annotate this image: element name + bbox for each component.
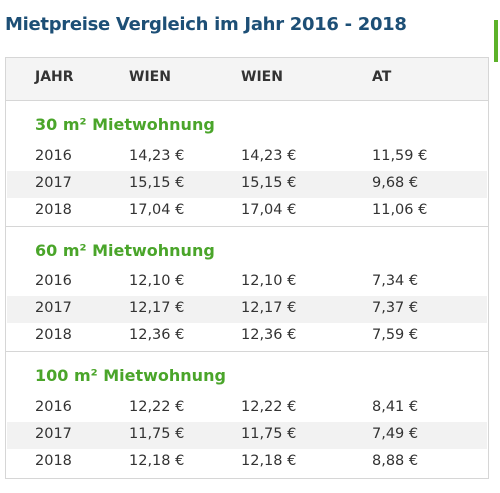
table-cell: 12,18 € (241, 452, 297, 469)
table-cell: 7,37 € (372, 300, 419, 316)
table-cell: 2018 (35, 201, 72, 218)
table-cell: 17,04 € (241, 201, 297, 218)
page-title: Mietpreise Vergleich im Jahr 2016 - 2018 (5, 14, 407, 35)
table-cell: 11,06 € (372, 201, 428, 218)
table-header (6, 58, 488, 101)
column-header: AT (372, 69, 392, 85)
table-cell: 2016 (35, 147, 72, 164)
table-frame (5, 57, 489, 479)
table-cell: 12,22 € (241, 398, 297, 415)
column-header: WIEN (129, 69, 171, 85)
table-cell: 9,68 € (372, 174, 419, 191)
table-cell: 2017 (35, 174, 72, 191)
table-cell: 8,41 € (372, 398, 419, 415)
table-cell: 14,23 € (129, 147, 185, 164)
column-header: JAHR (35, 69, 74, 85)
table-cell: 14,23 € (241, 147, 297, 164)
section-divider (6, 225, 488, 227)
table-cell: 8,88 € (372, 452, 419, 469)
table-cell: 2017 (35, 425, 72, 442)
table-cell: 11,59 € (372, 147, 428, 164)
section-title: 30 m² Mietwohnung (35, 115, 215, 134)
table-cell: 2018 (35, 327, 72, 343)
table-cell: 7,34 € (372, 273, 419, 289)
table-cell: 12,17 € (129, 300, 185, 316)
section-divider (6, 351, 488, 352)
table-cell: 15,15 € (129, 174, 185, 191)
table-cell: 12,18 € (129, 452, 185, 469)
table-cell: 12,36 € (129, 327, 185, 343)
row-shade (7, 296, 487, 323)
table-cell: 12,36 € (241, 327, 297, 343)
section-title: 100 m² Mietwohnung (35, 366, 226, 385)
row-shade (7, 421, 487, 449)
table-cell: 11,75 € (129, 425, 185, 442)
table-cell: 2016 (35, 398, 72, 415)
accent-bar (494, 20, 498, 62)
row-shade (7, 170, 487, 198)
table-cell: 11,75 € (241, 425, 297, 442)
table-cell: 7,59 € (372, 327, 419, 343)
column-header: WIEN (241, 69, 283, 85)
table-cell: 2017 (35, 300, 72, 316)
section-title: 60 m² Mietwohnung (35, 240, 215, 260)
table-cell: 15,15 € (241, 174, 297, 191)
table-cell: 12,22 € (129, 398, 185, 415)
table-cell: 12,10 € (129, 273, 185, 289)
table-cell: 12,17 € (241, 300, 297, 316)
table-cell: 7,49 € (372, 425, 419, 442)
table-cell: 17,04 € (129, 201, 185, 218)
table-cell: 2018 (35, 452, 72, 469)
table-cell: 12,10 € (241, 273, 297, 289)
table-cell: 2016 (35, 273, 72, 289)
